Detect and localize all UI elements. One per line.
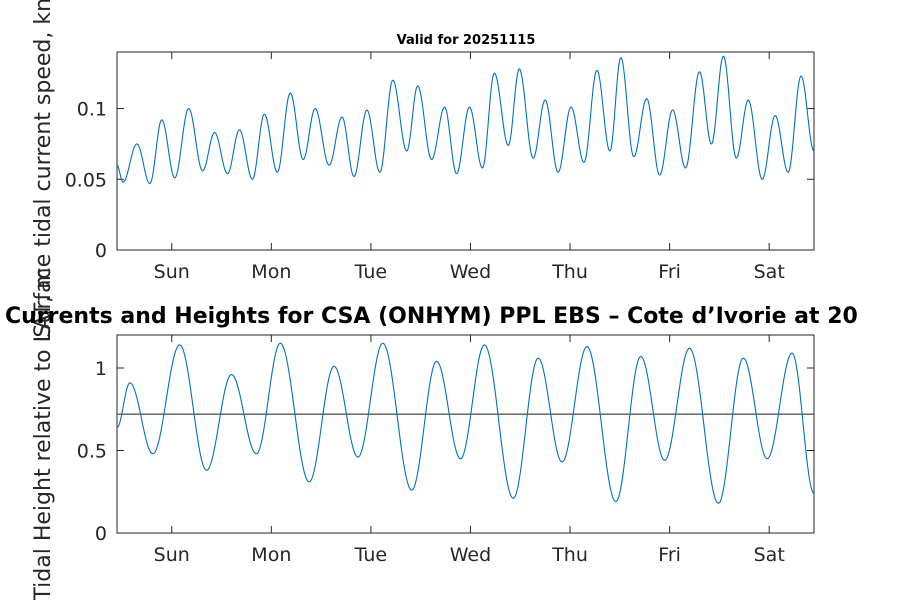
current-x-tick-label: Fri <box>658 261 681 283</box>
tidal-height-chart: 00.51 Sun Mon Tue Wed Thu Fri Sat <box>77 334 815 566</box>
current-x-tick-label: Sun <box>154 261 190 283</box>
current-y-axis-label: Surface tidal current speed, knots <box>31 0 56 338</box>
current-x-tick-label: Tue <box>354 261 387 283</box>
current-x-tick-label: Thu <box>551 261 588 283</box>
current-x-tick-label: Mon <box>251 261 291 283</box>
height-x-tick-label: Fri <box>658 544 681 566</box>
height-x-tick-label: Wed <box>450 544 491 566</box>
current-chart-title: Valid for 20251115 <box>397 33 536 48</box>
current-speed-chart: Valid for 20251115 0 0.05 0.1 Sun Mon Tue Wed… <box>65 33 815 283</box>
height-y-tick-label: 0 <box>95 523 107 545</box>
height-plot-frame <box>116 334 815 534</box>
height-x-tick-label: Sun <box>154 544 190 566</box>
height-x-tick-label: Sat <box>754 544 785 566</box>
current-speed-line <box>116 55 815 185</box>
height-y-ticks: 00.51 <box>77 358 814 545</box>
height-x-tick-label: Mon <box>251 544 291 566</box>
current-x-tick-label: Sat <box>754 261 785 283</box>
current-x-tick-label: Wed <box>450 261 491 283</box>
current-plot-frame <box>116 51 815 251</box>
current-y-tick-label: 0 <box>95 240 107 262</box>
figure-title: Currents and Heights for CSA (ONHYM) PPL… <box>5 304 858 329</box>
current-y-tick-label: 0.05 <box>65 169 107 191</box>
current-y-ticks: 0 0.05 0.1 <box>65 99 814 262</box>
height-x-ticks: Sun Mon Tue Wed Thu Fri Sat <box>154 335 785 566</box>
height-y-axis-label: Tidal Height relative to LAT, m <box>31 267 56 600</box>
current-x-ticks: Sun Mon Tue Wed Thu Fri Sat <box>154 52 785 283</box>
tidal-height-line <box>116 342 815 504</box>
height-x-tick-label: Thu <box>551 544 588 566</box>
height-y-tick-label: 0.5 <box>77 441 107 463</box>
current-y-tick-label: 0.1 <box>77 99 107 121</box>
height-x-tick-label: Tue <box>354 544 387 566</box>
height-y-tick-label: 1 <box>95 358 107 380</box>
